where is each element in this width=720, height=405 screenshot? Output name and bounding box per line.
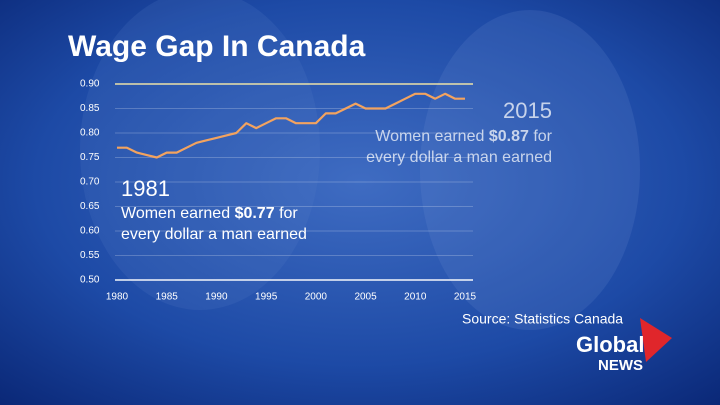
x-tick-label: 2000 [305, 292, 328, 303]
annotation-year: 2015 [503, 98, 552, 123]
annotation-2015: 2015 Women earned $0.87 for every dollar… [366, 98, 553, 166]
x-tick-label: 2005 [354, 292, 377, 303]
y-tick-label: 0.75 [80, 152, 100, 163]
y-tick-label: 0.90 [80, 79, 100, 90]
x-tick-label: 1990 [205, 292, 228, 303]
annotation-amount: $0.77 [235, 205, 275, 222]
source: Source: Statistics Canada [462, 311, 623, 327]
logo-mark [640, 318, 672, 362]
y-tick-label: 0.70 [80, 177, 100, 188]
logo-text: Global [576, 332, 644, 357]
annotation-text: Women earned $0.77 for [121, 205, 298, 222]
annotation-amount: $0.87 [489, 128, 529, 145]
annotation-year: 1981 [121, 176, 170, 201]
logo-text: NEWS [598, 357, 643, 374]
x-tick-label: 2010 [404, 292, 427, 303]
y-tick-label: 0.50 [80, 275, 100, 286]
annotation-text-part: Women earned [375, 128, 484, 145]
y-tick-label: 0.65 [80, 201, 100, 212]
annotation-1981: 1981 Women earned $0.77 for every dollar… [121, 176, 307, 243]
annotation-text-part: for [279, 205, 298, 222]
annotation-text-part: Women earned [121, 205, 230, 222]
annotation-text: every dollar a man earned [366, 149, 552, 166]
line [117, 92, 465, 159]
y-tick-label: 0.85 [80, 103, 100, 114]
y-tick-label: 0.60 [80, 226, 100, 237]
annotation-text: Women earned $0.87 for [375, 128, 552, 145]
x-tick-label: 1985 [156, 292, 179, 303]
chart-title: Wage Gap In Canada [68, 30, 366, 63]
photo-shade [420, 10, 640, 330]
annotation-text-part: for [533, 128, 552, 145]
annotation-text: every dollar a man earned [121, 226, 307, 243]
x-tick-label: 2015 [454, 292, 477, 303]
photo-shade [80, 0, 320, 310]
logo: Global NEWS [576, 318, 672, 374]
y-tick-label: 0.55 [80, 250, 100, 261]
x-tick-label: 1980 [106, 292, 129, 303]
x-tick-label: 1995 [255, 292, 278, 303]
y-tick-label: 0.80 [80, 128, 100, 139]
plot: 0.50 0.55 0.60 0.65 0.70 0.75 0.80 0.85 0.90 1980… [80, 79, 477, 303]
